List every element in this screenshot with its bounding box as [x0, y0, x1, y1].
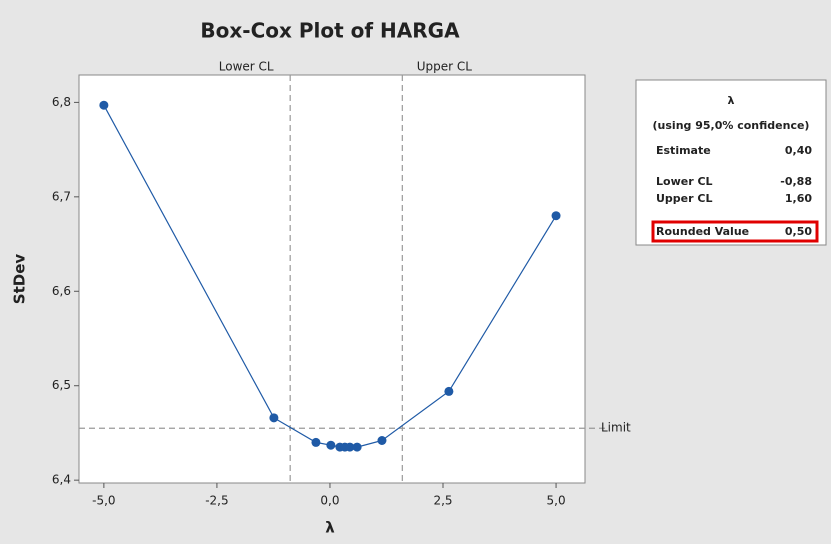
data-point [352, 442, 362, 452]
data-point [345, 442, 355, 452]
plot-area [78, 74, 586, 484]
info-box [635, 79, 827, 246]
data-point [377, 436, 387, 445]
data-point [311, 437, 321, 447]
info-title: λ [728, 94, 735, 107]
info-label: Upper CL [656, 192, 712, 205]
data-point [269, 413, 279, 423]
y-tick-label: 6,8 [52, 95, 71, 109]
data-point [99, 100, 109, 110]
y-tick-label: 6,4 [52, 473, 71, 487]
x-axis-title: λ [325, 519, 335, 537]
reference-label: Lower CL [219, 60, 274, 74]
info-label: Rounded Value [656, 225, 749, 238]
info-label: Estimate [656, 144, 711, 157]
info-subtitle: (using 95,0% confidence) [653, 119, 810, 132]
x-tick-label: 2,5 [433, 494, 452, 508]
x-tick-label: 5,0 [547, 494, 566, 508]
highlight-box [651, 220, 819, 243]
info-value: 1,60 [785, 192, 812, 205]
info-label: Lower CL [656, 175, 713, 188]
info-value: -0,88 [780, 175, 812, 188]
data-point [444, 386, 454, 396]
y-tick-label: 6,6 [52, 284, 71, 298]
x-tick-label: -2,5 [205, 494, 228, 508]
x-tick-label: -5,0 [92, 494, 115, 508]
data-point [551, 211, 561, 221]
data-point [326, 440, 336, 450]
chart-title: Box-Cox Plot of HARGA [200, 19, 460, 43]
y-tick-label: 6,5 [52, 378, 71, 392]
y-tick-label: 6,7 [52, 189, 71, 203]
info-value: 0,50 [785, 225, 812, 238]
reference-label: Upper CL [417, 60, 473, 74]
reference-label: Limit [601, 421, 631, 435]
x-tick-label: 0,0 [320, 494, 339, 508]
y-axis-title: StDev [11, 254, 29, 305]
info-value: 0,40 [785, 144, 812, 157]
